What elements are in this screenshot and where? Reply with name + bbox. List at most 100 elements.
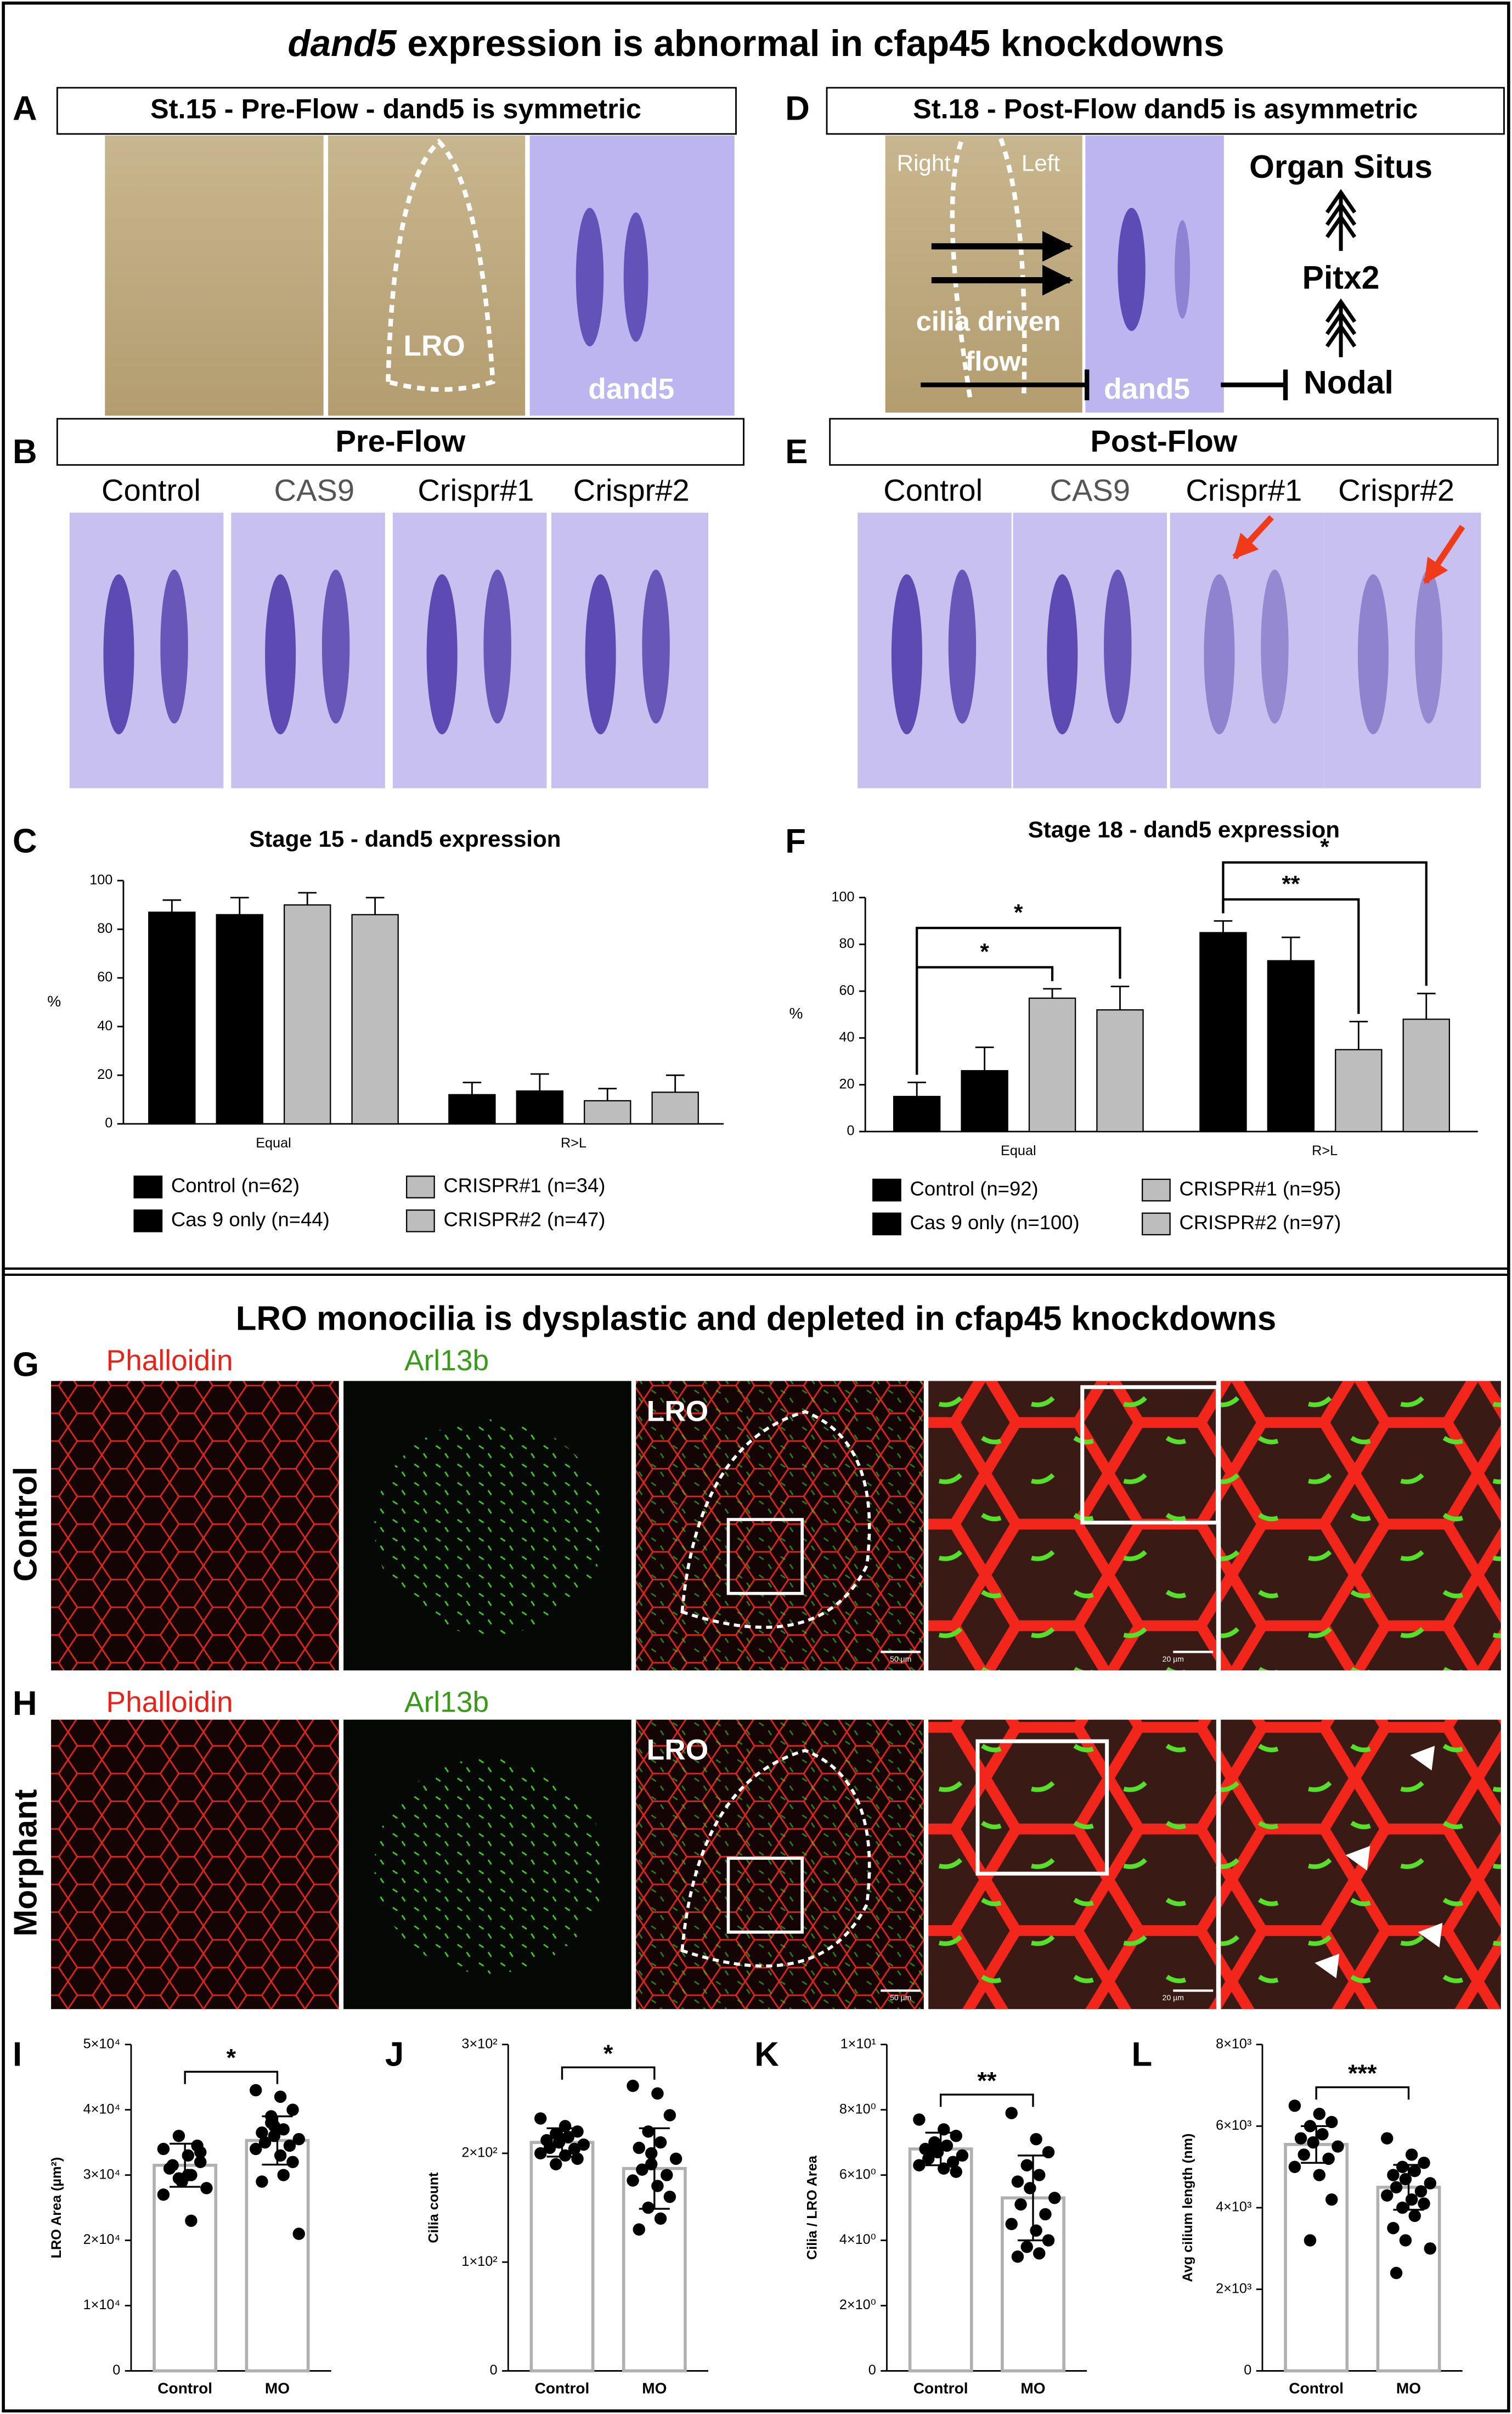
- y-axis-label: Cilia / LRO Area: [804, 2155, 820, 2260]
- stain: [1204, 574, 1235, 735]
- row-label: Morphant: [8, 1789, 44, 1936]
- data-point: [913, 2159, 926, 2171]
- region-label: LRO: [403, 330, 465, 362]
- x-tick-label: MO: [1396, 2380, 1421, 2397]
- y-tick-label: 6×10⁰: [839, 2167, 876, 2182]
- y-tick-label: 0: [1244, 2362, 1251, 2378]
- x-tick-label: R>L: [1312, 1143, 1338, 1158]
- data-point: [950, 2129, 962, 2142]
- bar: [351, 914, 399, 1125]
- data-point: [1011, 2175, 1024, 2188]
- significance-label: **: [977, 2066, 996, 2094]
- y-tick-label: 1×10¹: [840, 2036, 876, 2051]
- data-point: [1030, 2224, 1042, 2237]
- data-point: [1424, 2177, 1437, 2190]
- data-point: [1316, 2128, 1329, 2141]
- data-point: [157, 2142, 170, 2156]
- panel-letter: F: [785, 823, 806, 860]
- y-axis-label: %: [47, 993, 61, 1010]
- data-point: [258, 2136, 272, 2149]
- significance-bracket: [184, 2070, 279, 2084]
- data-point: [1020, 2241, 1033, 2253]
- data-point: [172, 2129, 185, 2142]
- data-point: [1424, 2242, 1437, 2255]
- data-point: [1396, 2201, 1409, 2214]
- zoom-box: [726, 1856, 804, 1934]
- stain: [1118, 207, 1146, 331]
- data-point: [663, 2191, 676, 2203]
- data-point: [1014, 2198, 1027, 2211]
- phalloidin-image: [51, 1719, 339, 2010]
- data-point: [1005, 2107, 1018, 2119]
- x-tick-label: Equal: [256, 1135, 291, 1151]
- data-point: [534, 2112, 547, 2125]
- embryo-image: [1324, 513, 1481, 789]
- side-label: Left: [1022, 150, 1060, 176]
- legend-label: Cas 9 only (n=44): [171, 1208, 330, 1230]
- stain: [623, 212, 648, 342]
- data-point: [1288, 2160, 1301, 2173]
- significance-bracket: [939, 2094, 1034, 2107]
- embryo-image: [857, 513, 1012, 789]
- cilia-field: [374, 1758, 606, 1974]
- significance-label: *: [1014, 899, 1023, 925]
- data-point: [1048, 2192, 1061, 2204]
- data-point: [642, 2125, 655, 2138]
- x-tick-label: MO: [1020, 2380, 1045, 2397]
- data-point: [543, 2141, 556, 2154]
- data-point: [938, 2123, 950, 2136]
- column-label: Crispr#2: [1338, 473, 1454, 508]
- embryo-row: [69, 513, 1481, 789]
- bar: [651, 1091, 699, 1125]
- bar: [908, 2147, 973, 2373]
- panel-letter: K: [754, 2035, 779, 2073]
- panel-letter: A: [13, 89, 37, 127]
- bar: [448, 1094, 496, 1125]
- data-point: [636, 2163, 648, 2176]
- legend-swatch: [133, 1175, 163, 1198]
- microscopy: [51, 1381, 1501, 2010]
- data-point: [172, 2172, 185, 2185]
- flow-label: flow: [966, 345, 1022, 376]
- bar: [1335, 1049, 1383, 1133]
- merge-cilia: [636, 1719, 924, 2010]
- data-point: [940, 2139, 954, 2152]
- y-axis-label: LRO Area (µm²): [49, 2157, 64, 2259]
- title-gene: dand5: [287, 23, 397, 64]
- figure-title: dand5 expression is abnormal in cfap45 kn…: [287, 23, 1224, 64]
- y-tick-label: 1×10²: [461, 2254, 497, 2269]
- legend-label: CRISPR#1 (n=34): [443, 1174, 605, 1197]
- zoom-cilia: [928, 1719, 1216, 2010]
- stain-label: Arl13b: [404, 1686, 489, 1719]
- column-label: Crispr#1: [1186, 473, 1302, 508]
- stain: [426, 574, 458, 735]
- inhibition: [1221, 369, 1288, 401]
- y-tick-label: 20: [839, 1076, 854, 1091]
- panel-letter: J: [385, 2035, 404, 2073]
- stain-label: Arl13b: [404, 1344, 489, 1377]
- bar: [1402, 1019, 1450, 1133]
- y-tick-label: 0: [105, 1116, 112, 1131]
- heading: St.15 - Pre-Flow - dand5 is symmetric: [150, 93, 641, 124]
- stain: [585, 574, 616, 735]
- data-point: [651, 2180, 664, 2192]
- data-point: [268, 2120, 281, 2132]
- data-point: [277, 2169, 290, 2181]
- arrowhead: [1314, 1954, 1340, 1979]
- stain: [1357, 574, 1389, 735]
- arrowhead: [1345, 1845, 1370, 1871]
- stain: [576, 207, 604, 347]
- data-point: [1418, 2157, 1430, 2169]
- region-label: LRO: [647, 1395, 709, 1428]
- embryo-image: [105, 135, 324, 416]
- data-point: [568, 2142, 581, 2156]
- legend-swatch: [406, 1175, 435, 1198]
- bar: [216, 914, 263, 1125]
- panel-letter: C: [13, 823, 37, 860]
- section-title: LRO monocilia is dysplastic and depleted…: [236, 1299, 1277, 1337]
- lro-outline: [386, 138, 495, 392]
- charts: C Stage 15 - dand5 expression% 0 20 40 60 80 10…: [13, 817, 1478, 2397]
- data-point: [274, 2090, 287, 2103]
